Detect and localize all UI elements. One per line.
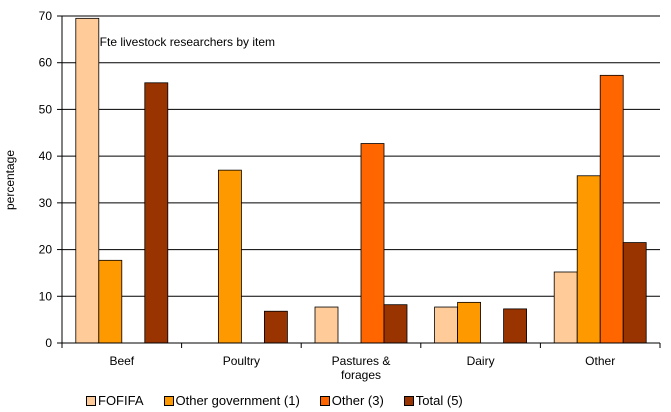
legend-label: FOFIFA — [98, 393, 144, 408]
y-tick-label: 60 — [39, 56, 53, 70]
legend-swatch — [86, 395, 96, 406]
y-axis-label: percentage — [3, 150, 17, 210]
bar — [98, 259, 123, 344]
legend-label: Total (5) — [415, 393, 463, 408]
y-tick-label: 0 — [45, 336, 52, 350]
bar — [576, 175, 601, 344]
bar — [457, 301, 482, 344]
bar — [217, 169, 242, 344]
legend-item: Total (5) — [403, 393, 463, 408]
x-tick-label: Dairy — [466, 354, 495, 368]
bar — [503, 308, 528, 344]
bar — [263, 310, 288, 344]
bar — [314, 306, 339, 344]
legend-item: Other government (1) — [163, 393, 300, 408]
legend-swatch — [403, 395, 414, 406]
y-tick-label: 40 — [39, 149, 53, 163]
bar — [599, 74, 624, 344]
bar — [622, 242, 647, 344]
y-tick-label: 20 — [39, 243, 53, 257]
legend-swatch — [319, 395, 330, 406]
y-tick-label: 50 — [39, 102, 53, 116]
bar — [383, 304, 408, 344]
x-tick-label: Other — [585, 354, 616, 368]
legend-item: Other (3) — [319, 393, 384, 408]
y-tick-label: 30 — [39, 196, 53, 210]
x-tick-label: Beef — [109, 354, 135, 368]
bar — [360, 143, 385, 344]
legend: FOFIFA Other government (1) Other (3) Total… — [86, 393, 463, 408]
chart-title: c. Fte livestock researchers by item — [87, 35, 275, 49]
bar — [434, 306, 459, 344]
y-tick-label: 10 — [39, 289, 53, 303]
legend-label: Other government (1) — [175, 393, 300, 408]
x-tick-label: Pastures & forages — [331, 354, 391, 382]
legend-label: Other (3) — [331, 393, 384, 408]
bar — [144, 82, 169, 344]
y-tick-label: 70 — [39, 9, 53, 23]
bar — [553, 271, 578, 344]
bar — [75, 17, 100, 344]
x-tick-label: Poultry — [222, 354, 261, 368]
legend-item: FOFIFA — [86, 393, 144, 408]
title-box — [80, 28, 310, 54]
legend-swatch — [163, 395, 174, 406]
